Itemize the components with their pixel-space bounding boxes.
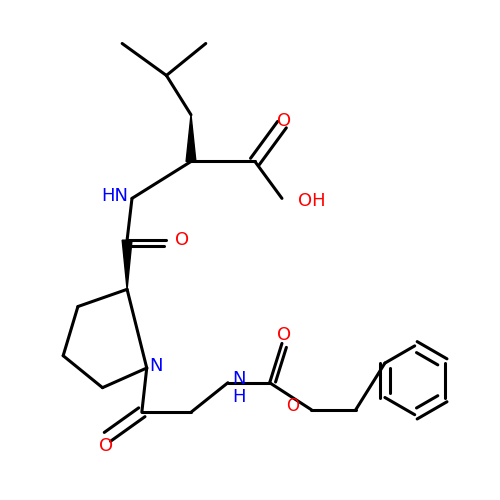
Text: O: O	[176, 231, 190, 249]
Text: N: N	[149, 356, 162, 374]
Polygon shape	[186, 115, 196, 162]
Text: N: N	[232, 370, 245, 388]
Text: O: O	[286, 397, 300, 415]
Text: O: O	[278, 326, 291, 344]
Text: O: O	[100, 436, 114, 454]
Polygon shape	[122, 240, 132, 290]
Text: HN: HN	[101, 187, 128, 205]
Text: H: H	[232, 388, 245, 406]
Text: O: O	[278, 112, 291, 130]
Text: OH: OH	[298, 192, 326, 210]
